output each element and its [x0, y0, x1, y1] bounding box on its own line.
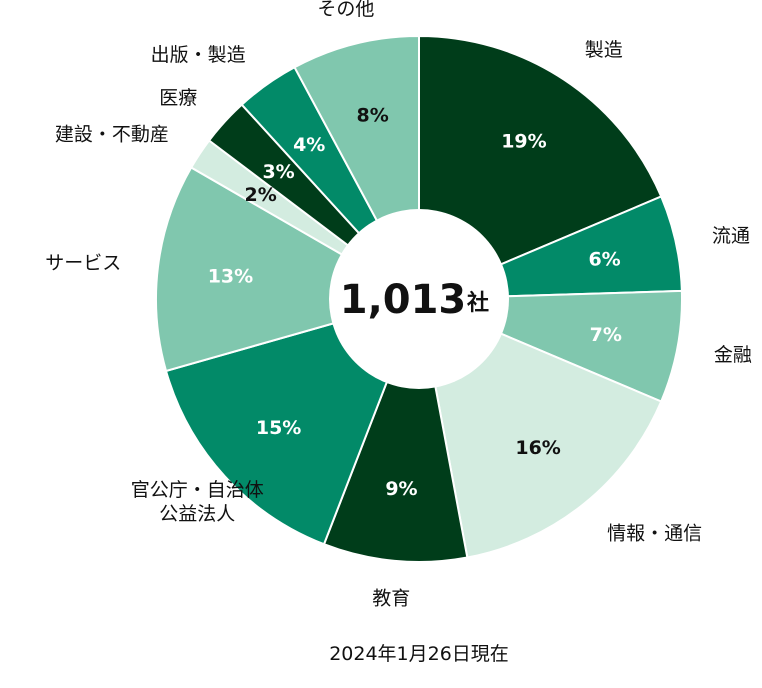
- category-label-4: 教育: [372, 588, 410, 610]
- percent-label-7: 2%: [244, 184, 276, 206]
- percent-label-6: 13%: [208, 266, 253, 288]
- category-label-2: 金融: [714, 344, 752, 366]
- percent-label-4: 9%: [385, 478, 417, 500]
- category-label-8: 医療: [159, 87, 197, 109]
- percent-label-0: 19%: [501, 131, 546, 153]
- category-label-1: 流通: [712, 225, 750, 247]
- percent-label-5: 15%: [256, 417, 301, 439]
- percent-label-2: 7%: [590, 324, 622, 346]
- percent-label-8: 3%: [262, 161, 294, 183]
- donut-hole: [329, 209, 509, 389]
- total-count: 1,013: [340, 277, 467, 323]
- percent-label-1: 6%: [588, 248, 620, 270]
- category-label-5-line-0: 官公庁・自治体: [131, 479, 264, 501]
- slice-6: [155, 166, 422, 373]
- percent-label-3: 16%: [515, 437, 560, 459]
- as-of-date-note: 2024年1月26日現在: [329, 643, 509, 665]
- category-label-9: 出版・製造: [151, 44, 246, 66]
- category-label-10: その他: [317, 0, 374, 20]
- category-label-0: 製造: [585, 39, 623, 61]
- total-count-unit: 社: [467, 290, 489, 316]
- category-label-3: 情報・通信: [607, 523, 702, 545]
- slice-4: [322, 295, 469, 563]
- percent-labels: 19% 6% 7% 16% 9% 15% 13% 2%3% 4% 8%: [208, 105, 622, 500]
- percent-label-10: 8%: [357, 105, 389, 127]
- category-label-6: サービス: [45, 252, 121, 274]
- category-label-7: 建設・不動産: [55, 123, 169, 145]
- percent-label-9: 4%: [293, 134, 325, 156]
- category-label-5-line-1: 公益法人: [159, 503, 235, 525]
